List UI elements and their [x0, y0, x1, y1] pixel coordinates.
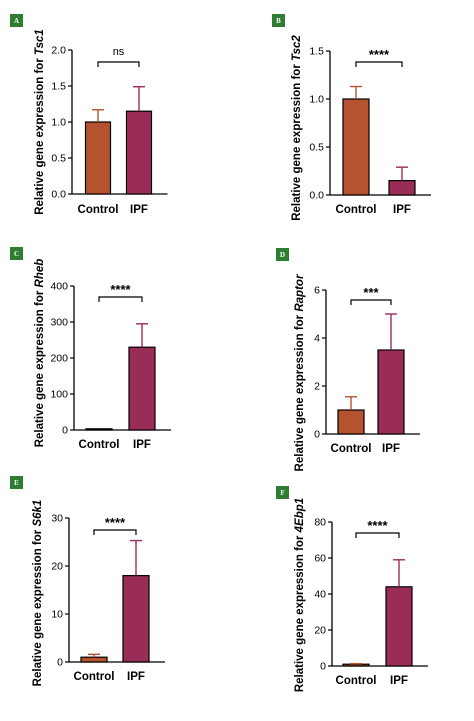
significance-label: *** [363, 285, 379, 300]
y-tick-label: 4 [314, 333, 320, 345]
significance-label: **** [110, 282, 131, 297]
x-tick-label-control: Control [331, 443, 372, 455]
y-axis-label-prefix: Relative gene expression for [34, 55, 46, 215]
bar-control [342, 98, 370, 196]
x-tick-label-control: Control [74, 671, 115, 683]
y-tick-label: 200 [50, 353, 68, 365]
bar-ipf [388, 180, 416, 196]
panel-c: 0 100 200 300 400 Relative gene expression fo… [34, 259, 171, 451]
y-tick-label: 300 [50, 317, 68, 329]
significance-label: ns [113, 46, 125, 58]
significance-bracket [97, 61, 140, 67]
panel-label-b: B [272, 14, 285, 27]
y-tick-label: 0 [314, 429, 320, 441]
y-axis-label-prefix: Relative gene expression for [34, 287, 46, 447]
y-tick-label: 0 [320, 661, 326, 673]
y-tick-label: 100 [50, 389, 68, 401]
y-axis-label: Relative gene expression for S6k1 [32, 500, 44, 687]
y-tick-label: 0 [57, 657, 63, 669]
panel-e: 0 10 20 30 Relative gene expression for S6k1… [32, 500, 165, 687]
y-tick-label: 1.0 [51, 117, 66, 129]
x-tick-label-ipf: IPF [382, 443, 400, 455]
y-tick-label: 20 [314, 625, 326, 637]
y-axis-label-prefix: Relative gene expression for [294, 532, 306, 692]
significance-label: **** [367, 518, 388, 533]
y-axis-label-gene: Tsc1 [34, 29, 46, 55]
bar-ipf [125, 110, 153, 195]
y-tick-label: 0.5 [51, 153, 66, 165]
bar-ipf [122, 574, 150, 663]
y-tick-label: 0 [62, 425, 68, 437]
significance-label: **** [105, 515, 126, 530]
y-tick-label: 20 [51, 561, 63, 573]
y-axis-label-prefix: Relative gene expression for [294, 312, 306, 472]
panel-label-e: E [10, 476, 23, 489]
significance-label: **** [369, 47, 390, 62]
bar-control [80, 656, 108, 663]
x-tick-label-control: Control [336, 204, 377, 216]
bar-control [342, 663, 370, 667]
y-axis-label: Relative gene expression for Tsc2 [291, 35, 303, 221]
y-tick-label: 6 [314, 285, 320, 297]
x-tick-label-ipf: IPF [130, 204, 148, 216]
x-tick-label-control: Control [79, 439, 120, 451]
y-tick-label: 40 [314, 589, 326, 601]
y-tick-label: 2 [314, 381, 320, 393]
y-tick-label: 1.5 [51, 81, 66, 93]
y-axis-label-gene: Raptor [294, 274, 306, 312]
x-tick-label-ipf: IPF [127, 671, 145, 683]
panel-b: 0.0 0.5 1.0 1.5 Relative gene expression for… [291, 35, 431, 221]
y-tick-label: 10 [51, 609, 63, 621]
y-tick-label: 1.5 [309, 46, 324, 58]
bar-control [84, 121, 112, 195]
x-tick-label-control: Control [336, 675, 377, 687]
y-tick-label: 2.0 [51, 45, 66, 57]
panel-a: 0.0 0.5 1.0 1.5 2.0 Relative gene expression … [34, 29, 168, 216]
y-tick-label: 0.5 [309, 142, 324, 154]
y-axis-label: Relative gene expression for 4Ebp1 [294, 498, 306, 692]
significance-bracket [93, 529, 137, 535]
y-axis-label-prefix: Relative gene expression for [291, 61, 303, 221]
panel-label-c: C [10, 247, 23, 260]
y-tick-label: 80 [314, 517, 326, 529]
significance-bracket [350, 299, 392, 305]
x-tick-label-control: Control [78, 204, 119, 216]
y-axis-label: Relative gene expression for Rheb [34, 259, 46, 448]
significance-bracket [98, 296, 143, 302]
y-axis-label: Relative gene expression for Raptor [294, 274, 306, 471]
significance-bracket [355, 532, 400, 538]
panel-label-d: D [276, 248, 289, 261]
panel-d: 0 2 4 6 Relative gene expression for Raptor C… [294, 274, 420, 471]
bar-ipf [385, 586, 413, 667]
y-tick-label: 400 [50, 281, 68, 293]
y-tick-label: 0.0 [51, 189, 66, 201]
y-axis-label-gene: S6k1 [32, 500, 44, 527]
bar-ipf [377, 349, 405, 435]
y-tick-label: 0.0 [309, 190, 324, 202]
panel-label-a: A [10, 14, 23, 27]
y-tick-label: 30 [51, 513, 63, 525]
bar-ipf [128, 346, 156, 431]
panel-f: 0 20 40 60 80 Relative gene expression for 4E… [294, 498, 428, 692]
y-tick-label: 60 [314, 553, 326, 565]
bar-control [337, 409, 365, 435]
y-axis-label-prefix: Relative gene expression for [32, 527, 44, 687]
x-tick-label-ipf: IPF [390, 675, 408, 687]
x-tick-label-ipf: IPF [393, 204, 411, 216]
y-axis-label-gene: Tsc2 [291, 35, 303, 61]
x-tick-label-ipf: IPF [133, 439, 151, 451]
y-tick-label: 1.0 [309, 94, 324, 106]
y-axis-label: Relative gene expression for Tsc1 [34, 29, 46, 215]
panel-label-f: F [276, 486, 289, 499]
y-axis-label-gene: Rheb [34, 259, 46, 288]
y-axis-label-gene: 4Ebp1 [294, 498, 306, 534]
bar-control [85, 428, 113, 431]
significance-bracket [355, 61, 403, 67]
